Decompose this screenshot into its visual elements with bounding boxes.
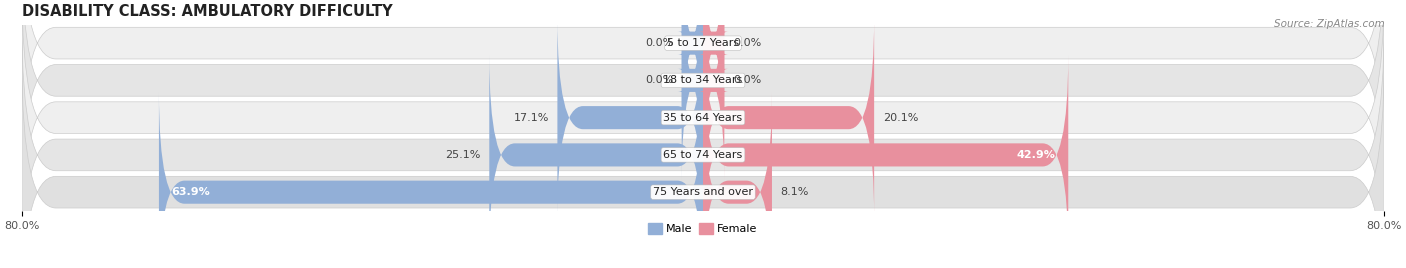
- FancyBboxPatch shape: [703, 17, 875, 218]
- Text: 65 to 74 Years: 65 to 74 Years: [664, 150, 742, 160]
- FancyBboxPatch shape: [22, 22, 1384, 268]
- FancyBboxPatch shape: [22, 0, 1384, 176]
- Text: 35 to 64 Years: 35 to 64 Years: [664, 113, 742, 123]
- Text: 8.1%: 8.1%: [780, 187, 808, 197]
- FancyBboxPatch shape: [699, 0, 728, 143]
- FancyBboxPatch shape: [22, 0, 1384, 251]
- Text: DISABILITY CLASS: AMBULATORY DIFFICULTY: DISABILITY CLASS: AMBULATORY DIFFICULTY: [22, 4, 392, 19]
- FancyBboxPatch shape: [699, 0, 728, 181]
- Text: 42.9%: 42.9%: [1017, 150, 1056, 160]
- Text: 63.9%: 63.9%: [172, 187, 211, 197]
- FancyBboxPatch shape: [678, 0, 707, 181]
- Text: 25.1%: 25.1%: [446, 150, 481, 160]
- FancyBboxPatch shape: [678, 0, 707, 143]
- FancyBboxPatch shape: [557, 17, 703, 218]
- Text: 20.1%: 20.1%: [883, 113, 918, 123]
- FancyBboxPatch shape: [703, 92, 772, 268]
- Text: 18 to 34 Years: 18 to 34 Years: [664, 75, 742, 85]
- Text: 0.0%: 0.0%: [645, 38, 673, 48]
- Text: 17.1%: 17.1%: [513, 113, 548, 123]
- Text: Source: ZipAtlas.com: Source: ZipAtlas.com: [1274, 19, 1385, 29]
- FancyBboxPatch shape: [22, 0, 1384, 214]
- Text: 0.0%: 0.0%: [645, 75, 673, 85]
- Text: 0.0%: 0.0%: [733, 38, 761, 48]
- Text: 75 Years and over: 75 Years and over: [652, 187, 754, 197]
- FancyBboxPatch shape: [703, 55, 1069, 255]
- Text: 0.0%: 0.0%: [733, 75, 761, 85]
- Text: 5 to 17 Years: 5 to 17 Years: [666, 38, 740, 48]
- Legend: Male, Female: Male, Female: [644, 218, 762, 239]
- FancyBboxPatch shape: [22, 59, 1384, 268]
- FancyBboxPatch shape: [159, 92, 703, 268]
- FancyBboxPatch shape: [489, 55, 703, 255]
